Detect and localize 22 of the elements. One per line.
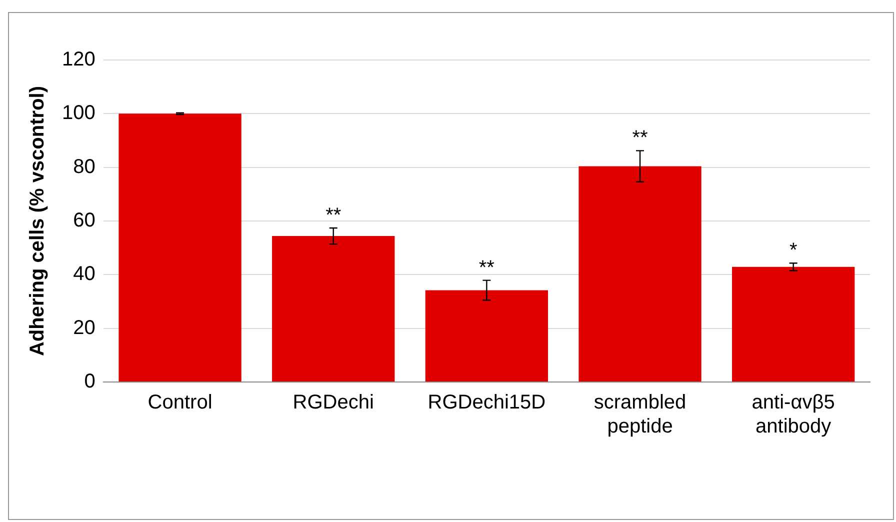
y-tick-label: 0	[84, 370, 96, 393]
y-tick-label: 20	[73, 316, 96, 339]
annotation: **	[326, 204, 342, 226]
x-tick-label: anti-αvβ5 antibody	[752, 392, 835, 438]
x-tick-label: scrambled peptide	[594, 392, 686, 438]
y-tick-label: 40	[73, 263, 96, 286]
y-tick-label: 60	[73, 210, 96, 232]
bar	[425, 290, 548, 382]
x-tick-label: Control	[148, 392, 212, 414]
x-tick-label: RGDechi	[292, 392, 374, 414]
bar	[732, 266, 855, 382]
y-tick-label: 100	[62, 102, 96, 124]
bar	[272, 236, 395, 382]
annotation: *	[789, 240, 798, 262]
annotation: **	[632, 127, 648, 150]
bar	[578, 166, 702, 382]
annotation: **	[478, 256, 495, 279]
bar	[118, 114, 242, 382]
x-tick-label: RGDechi15D	[428, 392, 546, 414]
y-tick-label: 120	[62, 48, 96, 71]
y-tick-label: 80	[73, 156, 96, 178]
y-axis-title: Adhering cells (% vscontrol)	[26, 86, 49, 356]
